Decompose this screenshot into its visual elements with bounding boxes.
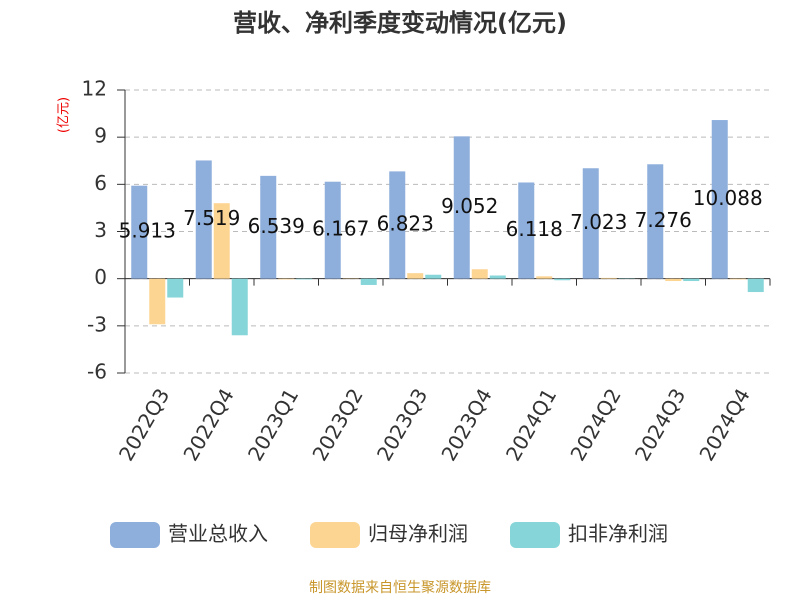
x-tick-label: 2023Q3 bbox=[372, 384, 432, 465]
value-label: 7.023 bbox=[570, 210, 627, 234]
bar bbox=[361, 279, 377, 285]
y-axis-label: (亿元) bbox=[57, 97, 72, 133]
bar bbox=[536, 276, 552, 278]
legend-swatch bbox=[110, 522, 160, 548]
legend-swatch bbox=[510, 522, 560, 548]
y-tick-label: 6 bbox=[94, 171, 107, 195]
value-label: 6.823 bbox=[377, 212, 434, 236]
bar bbox=[472, 269, 488, 278]
bar bbox=[730, 279, 746, 280]
y-tick-label: 0 bbox=[94, 265, 107, 289]
legend-label: 营业总收入 bbox=[168, 522, 268, 546]
bar bbox=[425, 275, 441, 279]
bar bbox=[232, 279, 248, 336]
bar bbox=[748, 279, 764, 292]
bar bbox=[665, 279, 681, 281]
x-tick-label: 2024Q1 bbox=[501, 384, 561, 465]
value-label: 6.118 bbox=[506, 217, 563, 241]
x-tick-label: 2024Q4 bbox=[694, 384, 754, 465]
y-tick-label: 9 bbox=[94, 124, 107, 148]
y-tick-label: 3 bbox=[94, 218, 107, 242]
value-label: 6.539 bbox=[248, 214, 305, 238]
bar bbox=[407, 273, 423, 279]
value-label: 10.088 bbox=[693, 186, 763, 210]
x-tick-label: 2024Q3 bbox=[630, 384, 690, 465]
x-tick-label: 2023Q2 bbox=[307, 384, 367, 465]
x-tick-label: 2022Q3 bbox=[114, 384, 174, 465]
bar bbox=[149, 279, 165, 325]
x-tick-label: 2022Q4 bbox=[178, 384, 238, 465]
bar bbox=[167, 279, 183, 298]
y-tick-label: -3 bbox=[87, 312, 107, 336]
chart-title: 营收、净利季度变动情况(亿元) bbox=[233, 9, 567, 37]
x-tick-label: 2023Q1 bbox=[243, 384, 303, 465]
bar bbox=[601, 278, 617, 279]
bar bbox=[683, 279, 699, 281]
legend-label: 扣非净利润 bbox=[568, 522, 668, 546]
bar bbox=[554, 279, 570, 281]
source-note: 制图数据来自恒生聚源数据库 bbox=[309, 580, 491, 596]
value-label: 5.913 bbox=[119, 219, 176, 243]
y-tick-label: 12 bbox=[82, 77, 107, 101]
bar bbox=[296, 279, 312, 280]
x-tick-label: 2023Q4 bbox=[436, 384, 496, 465]
x-tick-label: 2024Q2 bbox=[565, 384, 625, 465]
y-tick-label: -6 bbox=[87, 360, 107, 384]
value-label: 6.167 bbox=[312, 217, 369, 241]
bar bbox=[490, 276, 506, 279]
legend-swatch bbox=[310, 522, 360, 548]
value-label: 7.519 bbox=[183, 206, 240, 230]
bar bbox=[278, 279, 294, 280]
value-label: 7.276 bbox=[635, 208, 692, 232]
legend-label: 归母净利润 bbox=[368, 522, 468, 546]
value-label: 9.052 bbox=[441, 194, 498, 218]
